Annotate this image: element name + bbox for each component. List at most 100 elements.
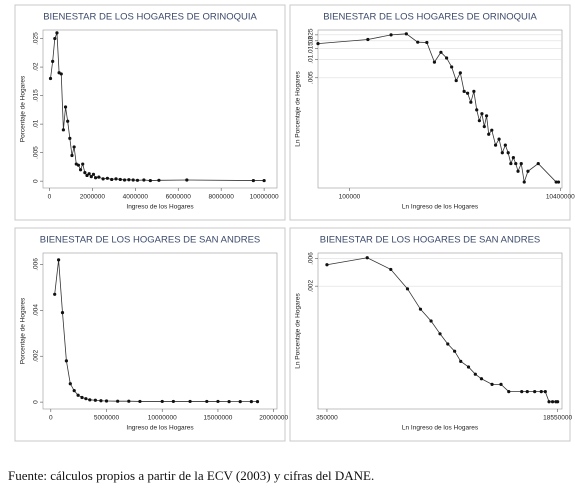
data-point: [205, 399, 209, 404]
x-axis-label: Ingreso de los Hogares: [126, 425, 194, 432]
data-point: [51, 59, 55, 63]
data-point: [53, 292, 57, 296]
data-point: [497, 137, 501, 141]
x-tick-label: 10400000: [546, 194, 575, 201]
x-tick-label: 0: [48, 194, 52, 201]
y-axis-label: Ln Porcentaje de Hogares: [295, 70, 302, 146]
data-point: [216, 399, 220, 404]
data-point: [68, 382, 72, 386]
data-point: [238, 400, 242, 404]
data-point: [91, 172, 96, 176]
x-tick-label: 15000000: [203, 415, 232, 422]
data-point: [118, 177, 122, 182]
y-tick-label: .02: [33, 62, 40, 71]
data-point: [127, 178, 131, 182]
data-point: [429, 319, 433, 323]
data-point: [482, 125, 486, 129]
data-point: [469, 100, 473, 104]
y-tick-label: .002: [308, 279, 315, 292]
x-tick-label: 2000000: [80, 194, 106, 201]
x-tick-label: 10000000: [250, 194, 279, 201]
data-point: [366, 37, 370, 42]
data-point: [325, 263, 329, 267]
data-point: [466, 91, 470, 95]
data-point: [76, 163, 81, 167]
data-point: [249, 400, 253, 404]
data-point: [81, 162, 85, 166]
y-tick-label: .004: [33, 304, 40, 317]
data-point: [114, 177, 118, 181]
data-point: [438, 332, 442, 336]
data-point: [507, 390, 511, 394]
data-point: [64, 359, 68, 363]
y-tick-label: .005: [308, 71, 315, 84]
data-point: [425, 40, 429, 45]
data-point: [116, 399, 120, 403]
data-point: [80, 395, 84, 400]
data-point: [251, 178, 255, 183]
data-point: [316, 42, 320, 46]
data-point: [432, 60, 437, 64]
y-axis-label: Porcentaje de Hogares: [20, 297, 27, 364]
x-tick-label: 6000000: [166, 194, 192, 201]
y-tick-label: .015: [33, 89, 40, 102]
data-point: [462, 89, 466, 93]
y-tick-label: 0: [33, 179, 40, 183]
plot-area: [317, 29, 563, 189]
data-point: [533, 390, 537, 394]
data-point: [405, 287, 410, 291]
data-point: [446, 342, 450, 346]
data-point: [57, 258, 61, 262]
data-point: [138, 399, 142, 404]
y-tick-label: .002: [33, 350, 40, 363]
data-point: [131, 178, 135, 182]
data-point: [122, 178, 127, 182]
data-point: [105, 176, 110, 180]
data-point: [93, 176, 98, 180]
data-point: [520, 390, 524, 394]
chart-grid: BIENESTAR DE LOS HOGARES DE ORINOQUIA Ing…: [14, 4, 575, 442]
chart-title: BIENESTAR DE LOS HOGARES DE ORINOQUIA: [323, 12, 537, 23]
data-point: [439, 50, 443, 54]
data-point: [418, 307, 423, 311]
data-point: [493, 143, 498, 147]
data-point: [454, 78, 458, 83]
x-tick-label: 8000000: [209, 194, 235, 201]
data-point: [188, 399, 192, 404]
data-point: [389, 33, 393, 37]
data-point: [59, 72, 63, 76]
data-point: [66, 119, 70, 123]
data-point: [509, 161, 513, 166]
data-point: [459, 359, 463, 363]
data-point: [556, 400, 560, 404]
data-point: [48, 76, 53, 81]
data-point: [63, 105, 68, 109]
data-point: [503, 143, 507, 147]
data-point: [110, 177, 114, 182]
data-point: [72, 389, 76, 393]
source-note: Fuente: cálculos propios a partir de la …: [8, 468, 375, 483]
plot-area: [317, 252, 563, 410]
x-tick-label: 100000: [339, 194, 361, 201]
data-point: [89, 174, 93, 179]
y-tick-label: .025: [33, 32, 40, 45]
data-point: [68, 136, 72, 140]
data-point: [93, 398, 97, 402]
data-point: [55, 31, 59, 35]
data-point: [72, 145, 76, 149]
y-tick-label: 0: [33, 400, 40, 404]
data-point: [480, 112, 484, 116]
data-point: [157, 178, 161, 182]
y-tick-label: .006: [308, 252, 315, 265]
data-point: [127, 399, 131, 403]
x-tick-label: 18550000: [543, 415, 572, 422]
data-point: [389, 267, 393, 272]
y-tick-label: .02: [308, 36, 315, 45]
data-point: [104, 399, 109, 403]
data-point: [87, 172, 91, 176]
x-tick-label: 0: [49, 415, 53, 422]
data-point: [479, 377, 484, 381]
y-tick-label: .01: [308, 54, 315, 63]
data-point: [458, 71, 462, 75]
